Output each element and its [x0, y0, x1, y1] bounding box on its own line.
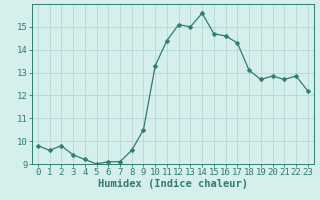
X-axis label: Humidex (Indice chaleur): Humidex (Indice chaleur) [98, 179, 248, 189]
